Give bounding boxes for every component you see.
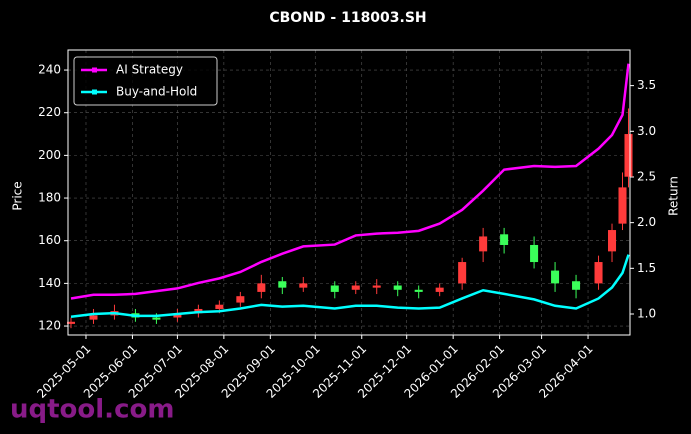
candle-body	[152, 317, 161, 320]
y-tick-label: 240	[38, 63, 61, 77]
candle-body	[257, 283, 266, 292]
legend-marker	[92, 67, 97, 73]
candle-body	[278, 281, 287, 288]
legend-box	[73, 56, 218, 106]
y2-tick-label: 2.5	[637, 169, 656, 183]
candle-body	[618, 187, 627, 224]
y2-tick-label: 3.0	[637, 124, 656, 138]
legend-label: AI Strategy	[116, 63, 183, 77]
candle-body	[435, 287, 444, 292]
candle-body	[479, 236, 488, 252]
candle-body	[372, 285, 381, 288]
candle-body	[624, 134, 633, 177]
y-tick-label: 180	[38, 191, 61, 205]
legend-marker	[92, 89, 97, 95]
y2-tick-label: 3.5	[637, 78, 656, 92]
y-tick-label: 140	[38, 276, 61, 290]
candle-body	[330, 285, 339, 292]
y2-tick-label: 2.0	[637, 215, 656, 229]
y-tick-label: 160	[38, 233, 61, 247]
y2-axis-label: Return	[667, 176, 681, 216]
series-line	[70, 254, 630, 318]
candle-body	[393, 285, 402, 290]
candle-body	[299, 283, 308, 288]
candle-body	[215, 304, 224, 309]
candle-body	[414, 289, 423, 292]
y-tick-label: 200	[38, 148, 61, 162]
watermark: uqtool.com	[10, 395, 174, 425]
series-line	[70, 63, 630, 300]
candle-body	[236, 296, 245, 303]
candle-body	[500, 234, 509, 245]
y-tick-label: 220	[38, 105, 61, 119]
chart-title: CBOND - 118003.SH	[269, 10, 426, 26]
candle-body	[572, 281, 581, 290]
candle-body	[66, 321, 76, 324]
y-tick-label: 120	[38, 319, 61, 333]
candle-body	[89, 315, 98, 320]
y-axis-label: Price	[11, 181, 25, 210]
candle-body	[530, 244, 539, 263]
candle-body	[173, 313, 182, 318]
legend-label: Buy-and-Hold	[116, 85, 197, 99]
candle-body	[551, 270, 560, 284]
candle-body	[458, 262, 467, 284]
plot-frame	[67, 49, 631, 336]
candle-body	[608, 230, 617, 252]
y2-tick-label: 1.5	[637, 261, 656, 275]
candle-body	[351, 285, 360, 290]
y2-tick-label: 1.0	[637, 306, 656, 320]
candle-body	[594, 262, 603, 284]
